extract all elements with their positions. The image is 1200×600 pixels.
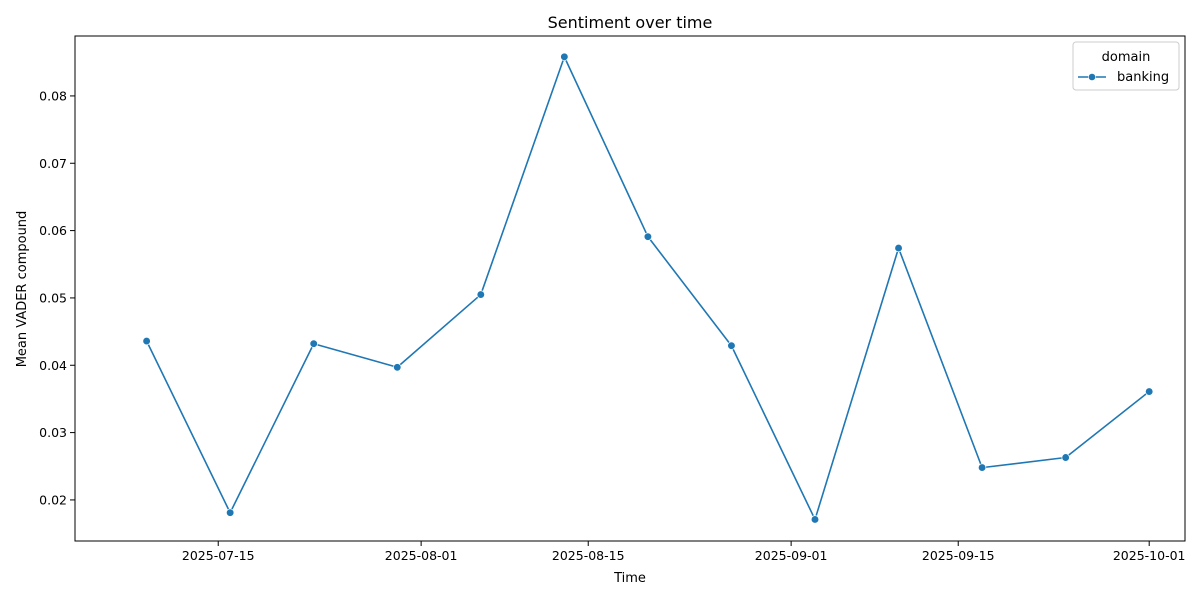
legend-title: domain xyxy=(1102,50,1151,65)
legend-box xyxy=(1072,41,1180,91)
y-tick-label: 0.02 xyxy=(39,492,67,507)
x-tick-label: 2025-08-15 xyxy=(552,548,625,563)
y-tick-label: 0.08 xyxy=(39,88,67,103)
y-axis: 0.02 0.03 0.04 0.05 0.06 0.07 0.08 xyxy=(39,88,75,507)
legend-label-banking: banking xyxy=(1117,70,1169,85)
data-point xyxy=(309,339,318,348)
x-tick-label: 2025-09-01 xyxy=(755,548,828,563)
plot-area xyxy=(142,52,1154,524)
y-tick-label: 0.05 xyxy=(39,290,67,305)
data-point xyxy=(1061,453,1070,462)
x-tick-label: 2025-08-01 xyxy=(385,548,458,563)
data-point xyxy=(727,341,736,350)
x-tick-label: 2025-10-01 xyxy=(1113,548,1186,563)
legend: domain banking xyxy=(1072,41,1180,91)
data-point xyxy=(476,290,485,299)
legend-marker-banking xyxy=(1088,73,1096,81)
chart-title: Sentiment over time xyxy=(548,13,713,32)
data-point xyxy=(226,508,235,517)
data-point xyxy=(643,232,653,241)
data-point xyxy=(810,515,820,524)
y-tick-label: 0.03 xyxy=(39,425,67,440)
x-tick-label: 2025-09-15 xyxy=(922,548,995,563)
y-tick-label: 0.04 xyxy=(39,358,67,373)
data-point xyxy=(560,52,569,62)
data-point xyxy=(142,336,151,346)
x-axis-title: Time xyxy=(613,571,646,586)
data-point xyxy=(977,463,987,472)
data-point xyxy=(1145,387,1154,396)
x-axis: 2025-07-15 2025-08-01 2025-08-15 2025-09-01… xyxy=(182,541,1186,563)
plot-frame xyxy=(74,35,1186,542)
x-tick-label: 2025-07-15 xyxy=(182,548,255,563)
y-axis-title: Mean VADER compound xyxy=(15,211,30,368)
y-tick-label: 0.06 xyxy=(39,223,67,238)
data-point xyxy=(894,243,903,253)
y-tick-label: 0.07 xyxy=(39,156,67,171)
data-point xyxy=(393,363,402,372)
